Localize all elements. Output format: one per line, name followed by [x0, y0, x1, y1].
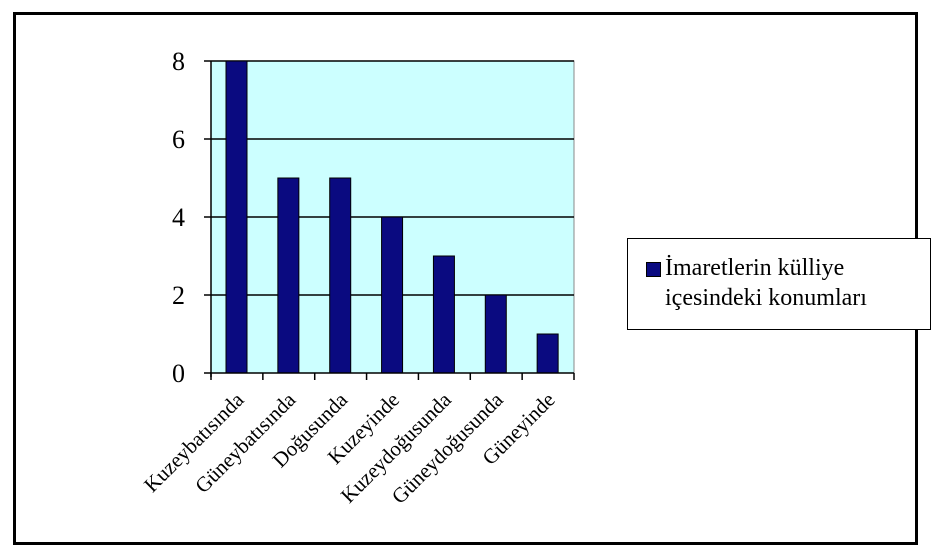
bar-5	[484, 294, 507, 374]
legend-label: İmaretlerin külliye içesindeki konumları	[665, 253, 927, 313]
bar-2	[329, 177, 352, 374]
legend: İmaretlerin külliye içesindeki konumları	[627, 238, 931, 330]
y-tick-label-0: 0	[172, 359, 185, 388]
legend-swatch	[646, 262, 661, 277]
x-tick-labels: KuzeybatısındaGüneybatısındaDoğusundaKuz…	[139, 387, 559, 508]
bar-1	[277, 177, 300, 374]
y-tick-labels: 0 2 4 6 8	[172, 47, 185, 388]
legend-label-line-1: İmaretlerin külliye	[665, 255, 845, 281]
y-tick-label-4: 4	[172, 203, 185, 232]
legend-label-line-2: içesindeki konumları	[665, 285, 867, 311]
axes	[204, 60, 575, 380]
bar-3	[381, 216, 404, 374]
bar-0	[225, 60, 248, 374]
y-tick-label-8: 8	[172, 47, 185, 76]
bar-4	[432, 255, 455, 374]
y-tick-label-2: 2	[172, 281, 185, 310]
y-tick-label-6: 6	[172, 125, 185, 154]
bars	[225, 60, 559, 374]
bar-6	[536, 333, 559, 374]
